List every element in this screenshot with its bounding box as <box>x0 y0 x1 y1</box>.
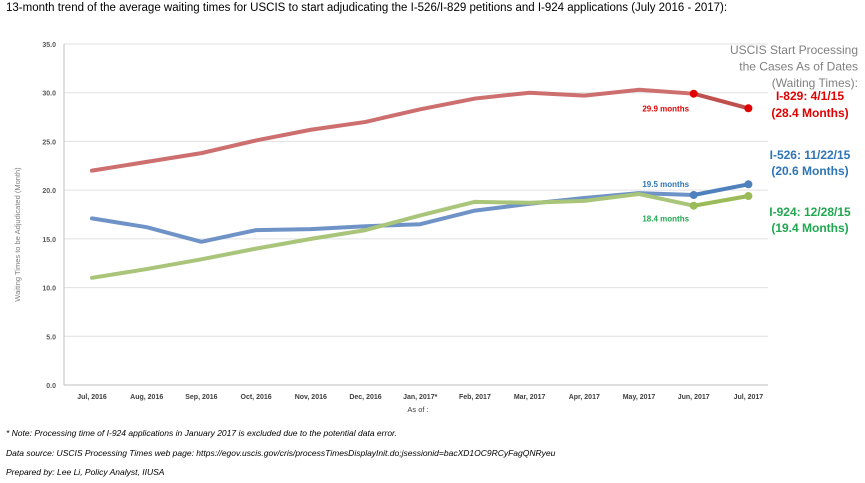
footnote-prepared-by: Prepared by: Lee Li, Policy Analyst, IIU… <box>6 467 165 477</box>
x-tick-label: Jan, 2017* <box>403 394 438 401</box>
x-tick-label: Dec, 2016 <box>349 394 381 401</box>
y-tick-label: 15.0 <box>42 237 56 244</box>
data-labels: 29.9 months 19.5 months 18.4 months USCIS S… <box>642 43 858 235</box>
x-axis-label: As of : <box>407 405 428 414</box>
series-last-segment-i526 <box>691 182 751 198</box>
x-tick-label: Oct, 2016 <box>241 394 272 401</box>
y-tick-label: 0.0 <box>46 383 56 390</box>
data-point-i829-jul <box>744 104 753 113</box>
footnote-data-source: Data source: USCIS Processing Times web … <box>6 448 556 458</box>
series-last-segment-i924 <box>691 193 751 208</box>
x-tick-label: Aug, 2016 <box>130 394 163 401</box>
end-label-i829: I-829: 4/1/15 <box>776 89 844 103</box>
series-line-i829 <box>90 87 696 173</box>
y-axis-label: Waiting Times to be Adjudicated (Month) <box>13 167 22 302</box>
x-tick-label: Apr, 2017 <box>569 394 600 401</box>
end-label-i924: I-924: 12/28/15 <box>769 205 851 219</box>
data-point-i526-jul <box>744 180 753 189</box>
point-label-i829: 29.9 months <box>642 105 689 114</box>
series-last-segment-i829 <box>691 91 751 111</box>
chart-title: 13-month trend of the average waiting ti… <box>6 2 728 14</box>
gridlines <box>64 43 768 337</box>
end-label-months-i829: (28.4 Months) <box>771 106 848 120</box>
series-line-i526 <box>90 191 696 244</box>
data-point-i924-jul <box>744 191 753 200</box>
x-tick-label: Feb, 2017 <box>459 394 491 401</box>
legend-title-line: (Waiting Times): <box>772 76 858 90</box>
x-tick-label: Sep, 2016 <box>185 394 217 401</box>
x-tick-label: Jul, 2017 <box>734 394 764 401</box>
footnote-note: * Note: Processing time of I-924 applica… <box>6 428 397 438</box>
point-label-i526: 19.5 months <box>642 180 689 189</box>
x-tick-label: Jun, 2017 <box>678 394 710 401</box>
data-point-i829-jun <box>689 89 698 98</box>
end-label-months-i924: (19.4 Months) <box>771 221 848 235</box>
legend-title-line: USCIS Start Processing <box>730 43 858 57</box>
y-tick-label: 20.0 <box>42 188 56 195</box>
series-lines <box>90 87 753 280</box>
legend-title-line: the Cases As of Dates <box>739 60 858 74</box>
y-tick-label: 25.0 <box>42 139 56 146</box>
x-tick-label: Jul, 2016 <box>77 394 107 401</box>
x-tick-label: Nov, 2016 <box>295 394 327 401</box>
end-label-i526: I-526: 11/22/15 <box>770 148 851 162</box>
y-tick-label: 30.0 <box>42 91 56 98</box>
data-point-i526-jun <box>689 191 698 200</box>
y-tick-label: 10.0 <box>42 286 56 293</box>
series-line-i924 <box>90 192 696 280</box>
x-tick-label: Mar, 2017 <box>514 394 546 401</box>
point-label-i924: 18.4 months <box>642 215 689 224</box>
x-tick-label: May, 2017 <box>623 394 656 401</box>
data-point-i924-jun <box>689 201 698 210</box>
axes: 0.0 5.0 10.0 15.0 20.0 25.0 30.0 35.0 Jul, 2016 A… <box>13 42 768 414</box>
end-label-months-i526: (20.6 Months) <box>771 164 848 178</box>
y-tick-label: 5.0 <box>46 334 56 341</box>
y-tick-label: 35.0 <box>42 42 56 49</box>
